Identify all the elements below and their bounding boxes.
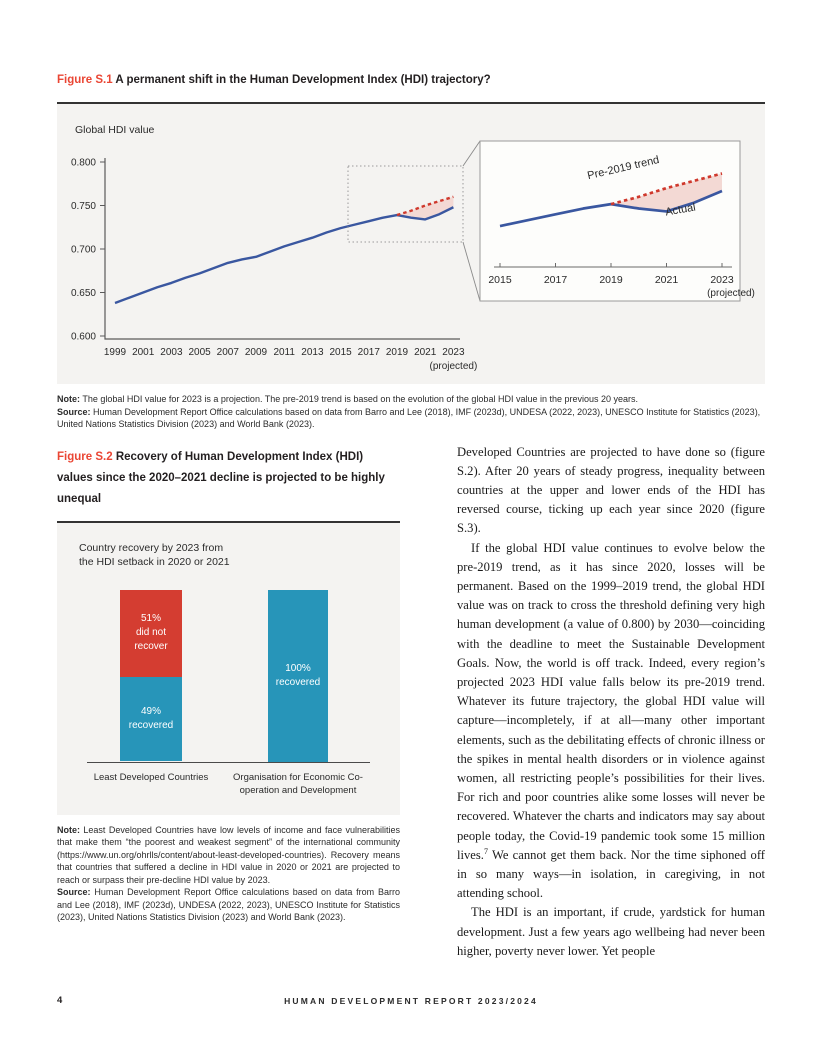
hdi-trajectory-chart: Global HDI value 0.800 0.750 0.700 0.650 0.60… [71,124,755,372]
source-text: Human Development Report Office calculat… [57,887,400,922]
bar-segment-label: 49% recovered [128,706,174,732]
figure-s2-note: Note: Least Developed Countries have low… [57,824,400,924]
axes [104,158,460,340]
figure-s2-title: Figure S.2 Recovery of Human Development… [57,447,400,510]
body-paragraph: The HDI is an important, if crude, yards… [457,905,765,958]
x-tick-label: 2017 [358,347,381,358]
x-tick-label: 2023 [442,347,465,358]
x-tick-label: 2021 [414,347,437,358]
pre-2019-trend-line [396,195,454,217]
bar-segment-did-not-recover: 51% did not recover [120,589,182,678]
bar-chart-baseline [87,761,370,763]
figure-s2-title-text: Recovery of Human Development Index (HDI… [57,450,385,505]
y-tick-label: 0.750 [71,201,96,212]
paragraph-text: If the global HDI value continues to evo… [457,540,765,862]
axis-title: Global HDI value [75,124,155,136]
source-label: Source: [57,887,91,897]
inset-x-tick-label: 2023 [710,274,734,286]
note-text: The global HDI value for 2023 is a proje… [82,394,639,404]
right-column: Developed Countries are projected to hav… [457,445,765,961]
zoom-connector-bottom [462,241,481,302]
zoom-selection-box [347,165,464,243]
footnote-marker: 7 [483,846,488,856]
inset-x-tick-label: 2015 [488,274,512,286]
source-text: Human Development Report Office calculat… [57,406,761,430]
page-number: 4 [57,995,63,1006]
inset-x-tick-label: 2021 [655,274,679,286]
figure-s1-rule [57,102,765,104]
zoom-connector-top [462,140,481,167]
x-tick-label: 2005 [188,347,211,358]
body-paragraph: Developed Countries are projected to hav… [457,444,765,536]
x-tick-label: 2011 [273,347,295,358]
note-label: Note: [57,824,80,835]
y-tick-label: 0.800 [71,158,96,169]
x-tick-label: 2013 [301,347,324,358]
y-tick-label: 0.700 [71,245,96,256]
figure-s1-title: Figure S.1 A permanent shift in the Huma… [57,70,765,91]
x-axis-projected-note: (projected) [429,361,477,372]
note-text: Least Developed Countries have low level… [57,824,400,885]
bar-chart-title: Country recovery by 2023 from the HDI set… [79,541,230,569]
figure-s2-chart: Country recovery by 2023 from the HDI set… [57,522,400,815]
inset-x-tick-label: 2017 [544,274,568,286]
figure-s1-title-text: A permanent shift in the Human Developme… [115,74,491,86]
note-label: Note: [57,394,80,404]
body-text: Developed Countries are projected to hav… [457,443,765,961]
paragraph-text: We cannot get them back. Nor the time si… [457,847,765,901]
x-tick-label: 2007 [217,347,240,358]
x-tick-label: 2009 [245,347,268,358]
x-tick-label: 2019 [386,347,409,358]
x-tick-label: 1999 [104,347,127,358]
x-tick-label: 2001 [132,347,155,358]
figure-s1-chart: Global HDI value 0.800 0.750 0.700 0.650 0.60… [57,104,765,384]
figure-s1-section: Figure S.1 A permanent shift in the Huma… [57,70,765,431]
actual-label: Actual [664,201,696,218]
two-column-layout: Figure S.2 Recovery of Human Development… [57,445,765,961]
bar-segment-recovered: 100% recovered [268,589,328,762]
inset-x-tick-label: 2019 [599,274,623,286]
hdi-actual-line [114,206,454,305]
bar-segment-label: 100% recovered [275,662,321,688]
y-tick-label: 0.600 [71,332,96,343]
body-paragraph: If the global HDI value continues to evo… [457,539,765,904]
report-title: HUMAN DEVELOPMENT REPORT 2023/2024 [284,996,538,1006]
page-footer: 4 HUMAN DEVELOPMENT REPORT 2023/2024 [57,995,765,1009]
left-column: Figure S.2 Recovery of Human Development… [57,447,400,961]
x-tick-label: 2015 [329,347,352,358]
bar-segment-recovered: 49% recovered [120,677,182,762]
figure-s1-note: Note: The global HDI value for 2023 is a… [57,393,765,431]
inset-projected-note: (projected) [707,288,755,299]
figure-s1-label: Figure S.1 [57,74,113,86]
x-tick-label: 2003 [160,347,183,358]
figure-s2-label: Figure S.2 [57,450,113,463]
bar-category-label: Organisation for Economic Co-operation a… [233,771,363,796]
bar-segment-label: 51% did not recover [134,613,168,653]
figure-s2-rule [57,520,400,523]
figure-s2-section: Figure S.2 Recovery of Human Development… [57,447,400,924]
inset-trend-line [610,172,723,206]
y-tick-label: 0.650 [71,288,96,299]
bar-category-label: Least Developed Countries [93,771,209,783]
source-label: Source: [57,406,91,417]
